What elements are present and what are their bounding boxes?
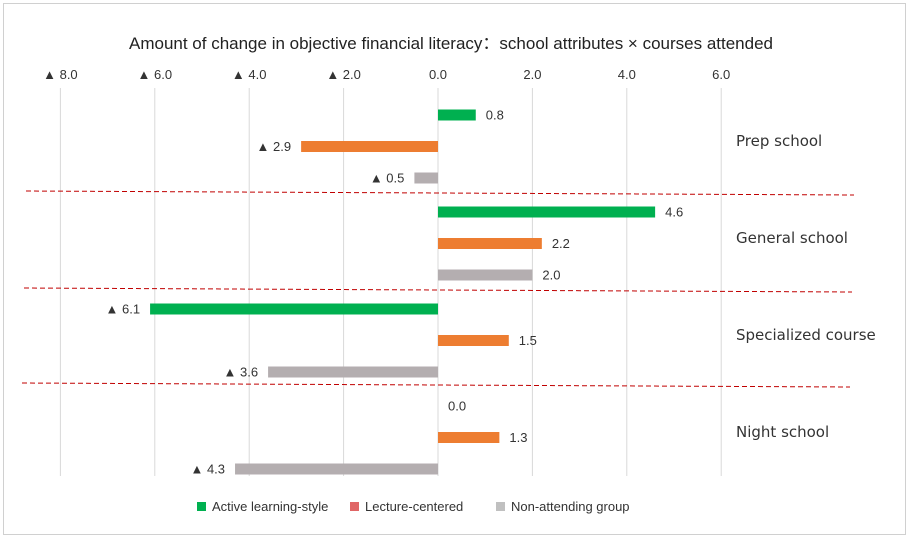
group-separator [21, 382, 851, 388]
bar [438, 109, 476, 121]
x-tick-label: 0.0 [429, 67, 447, 82]
bar [438, 206, 656, 218]
value-labels: 0.8 ▲ 2.9 ▲ 0.5 4.6 2.2 2.0 ▲ 6.1 1.5 ▲ 3.6 0.0 1.… [106, 108, 684, 477]
data-label: ▲ 3.6 [224, 365, 259, 380]
data-label: ▲ 6.1 [106, 302, 141, 317]
legend-label: Non-attending group [511, 499, 630, 514]
bar [438, 335, 509, 346]
x-tick-label: 4.0 [618, 67, 636, 82]
chart-frame: Amount of change in objective financial … [3, 3, 906, 535]
bar [301, 141, 438, 152]
data-label: 2.2 [552, 236, 570, 251]
data-label: 1.5 [519, 333, 537, 348]
bar [235, 463, 438, 475]
legend-swatch [350, 502, 359, 511]
x-axis-ticks: ▲ 8.0 ▲ 6.0 ▲ 4.0 ▲ 2.0 0.0 2.0 4.0 6.0 [43, 67, 730, 82]
legend-swatch [197, 502, 206, 511]
x-tick-label: 2.0 [523, 67, 541, 82]
x-tick-label: ▲ 8.0 [43, 67, 78, 82]
bar [268, 366, 438, 378]
data-label: 0.0 [448, 399, 466, 414]
x-tick-label: ▲ 6.0 [138, 67, 173, 82]
category-labels: Prep school General school Specialized cou… [736, 132, 876, 441]
data-label: ▲ 0.5 [370, 171, 405, 186]
data-label: ▲ 2.9 [257, 139, 292, 154]
group-separator [23, 287, 853, 293]
group-separators [21, 190, 855, 388]
legend-swatch [496, 502, 505, 511]
x-tick-label: ▲ 4.0 [232, 67, 267, 82]
bar [438, 269, 533, 281]
category-label: Specialized course [736, 326, 876, 344]
chart-title: Amount of change in objective financial … [129, 34, 773, 53]
x-tick-label: 6.0 [712, 67, 730, 82]
bar-chart: Amount of change in objective financial … [21, 34, 876, 514]
bars [150, 109, 656, 475]
legend: Active learning-style Lecture-centered Non… [197, 499, 630, 514]
data-label: 2.0 [542, 268, 560, 283]
legend-label: Lecture-centered [365, 499, 463, 514]
data-label: 0.8 [486, 108, 504, 123]
bar [438, 238, 542, 249]
bar [150, 303, 438, 315]
category-label: Prep school [736, 132, 822, 150]
x-tick-label: ▲ 2.0 [326, 67, 361, 82]
legend-label: Active learning-style [212, 499, 328, 514]
bar [414, 172, 438, 184]
bar [438, 432, 500, 443]
category-label: General school [736, 229, 848, 247]
data-label: 1.3 [509, 430, 527, 445]
category-label: Night school [736, 423, 829, 441]
data-label: ▲ 4.3 [190, 462, 225, 477]
group-separator [25, 190, 855, 196]
grid-lines [59, 88, 722, 476]
data-label: 4.6 [665, 205, 683, 220]
